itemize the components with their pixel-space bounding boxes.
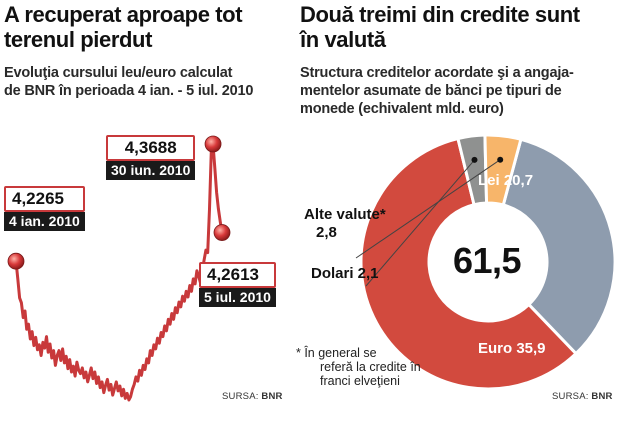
marker-start (7, 252, 25, 270)
left-subtitle: Evoluţia cursului leu/euro calculat de B… (4, 64, 253, 100)
donut-total: 61,5 (452, 240, 522, 281)
slice-label-alte: Alte valute* 2,8 (304, 206, 386, 242)
leader-dolari-dot (471, 156, 478, 163)
marker-end (213, 224, 231, 241)
right-source: SURSA: BNR (552, 391, 613, 402)
right-subtitle-line3: monede (echivalent mld. euro) (300, 101, 504, 117)
right-subtitle: Structura creditelor acordate şi a angaj… (300, 64, 574, 118)
left-title-line1: A recuperat aproape tot (4, 2, 243, 27)
left-title-line2: terenul pierdut (4, 27, 153, 52)
right-title-line1: Două treimi din credite sunt (300, 2, 580, 27)
left-subtitle-line1: Evoluţia cursului leu/euro calculat (4, 65, 233, 81)
slice-label-alte-value: 2,8 (316, 224, 337, 241)
callout-start: 4,2265 4 ian. 2010 (4, 186, 85, 231)
callout-peak-value: 4,3688 (106, 135, 196, 161)
right-title: Două treimi din credite sunt în valută (300, 2, 580, 52)
marker-layer (7, 135, 231, 270)
leader-alte (355, 159, 501, 259)
slice-euro (359, 136, 579, 391)
callout-start-value: 4,2265 (4, 186, 85, 212)
leader-dolari (365, 159, 475, 287)
left-title: A recuperat aproape tot terenul pierdut (4, 2, 243, 52)
donut-leaders (355, 156, 504, 287)
callout-end: 4,2613 5 iul. 2010 (199, 262, 276, 307)
footnote-line2: referă la credite în (320, 360, 421, 374)
left-subtitle-line2: de BNR în perioada 4 ian. - 5 iul. 2010 (4, 83, 254, 99)
callout-start-date: 4 ian. 2010 (4, 212, 85, 231)
callout-end-date: 5 iul. 2010 (199, 288, 276, 307)
leader-alte-dot (497, 156, 504, 163)
slice-label-alte-name: Alte valute* (304, 206, 386, 223)
right-subtitle-line2: mentelor asumate de bănci pe tipuri de (300, 83, 562, 99)
slice-label-lei: Lei 20,7 (478, 172, 534, 189)
marker-peak (204, 135, 222, 153)
slice-label-euro: Euro 35,9 (478, 340, 546, 357)
right-title-line2: în valută (300, 27, 386, 52)
right-subtitle-line1: Structura creditelor acordate şi a angaj… (300, 65, 574, 81)
footnote: * În general se referă la credite în fra… (296, 346, 421, 388)
line-chart (7, 135, 231, 402)
footnote-line3: franci elveţieni (320, 374, 400, 388)
slice-alte-valute (483, 133, 523, 207)
donut-slices (359, 133, 617, 391)
callout-peak: 4,3688 30 iun. 2010 (106, 135, 196, 180)
line-series-layer (14, 142, 224, 402)
slice-label-dolari: Dolari 2,1 (311, 265, 379, 282)
callout-peak-date: 30 iun. 2010 (106, 161, 196, 180)
slice-lei (501, 137, 617, 356)
callout-end-value: 4,2613 (199, 262, 276, 288)
footnote-line1: * În general se (296, 346, 377, 360)
leu-euro-line (14, 142, 224, 402)
left-source: SURSA: BNR (222, 391, 283, 402)
